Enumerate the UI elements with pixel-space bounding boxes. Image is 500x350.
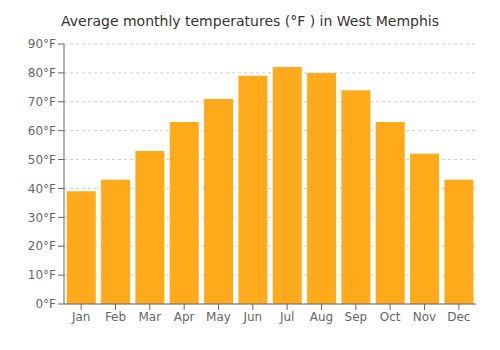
svg-text:Jan: Jan xyxy=(71,310,91,324)
svg-text:Aug: Aug xyxy=(310,310,333,324)
svg-text:May: May xyxy=(206,310,231,324)
svg-text:Feb: Feb xyxy=(105,310,126,324)
svg-text:50°F: 50°F xyxy=(28,153,56,167)
svg-text:20°F: 20°F xyxy=(28,239,56,253)
svg-text:Apr: Apr xyxy=(174,310,195,324)
svg-text:Nov: Nov xyxy=(413,310,436,324)
svg-text:70°F: 70°F xyxy=(28,95,56,109)
svg-text:Sep: Sep xyxy=(345,310,368,324)
svg-text:90°F: 90°F xyxy=(28,37,56,51)
svg-text:10°F: 10°F xyxy=(28,268,56,282)
svg-text:Mar: Mar xyxy=(139,310,162,324)
svg-text:60°F: 60°F xyxy=(28,124,56,138)
svg-text:Jul: Jul xyxy=(279,310,294,324)
svg-text:80°F: 80°F xyxy=(28,66,56,80)
svg-text:40°F: 40°F xyxy=(28,182,56,196)
svg-text:30°F: 30°F xyxy=(28,211,56,225)
svg-text:Oct: Oct xyxy=(380,310,401,324)
html-text:Average monthly temperatures (: Average monthly temperatures (°F ) in We… xyxy=(61,13,439,29)
svg-text:Dec: Dec xyxy=(447,310,470,324)
svg-text:Jun: Jun xyxy=(242,310,262,324)
svg-text:0°F: 0°F xyxy=(35,297,56,311)
